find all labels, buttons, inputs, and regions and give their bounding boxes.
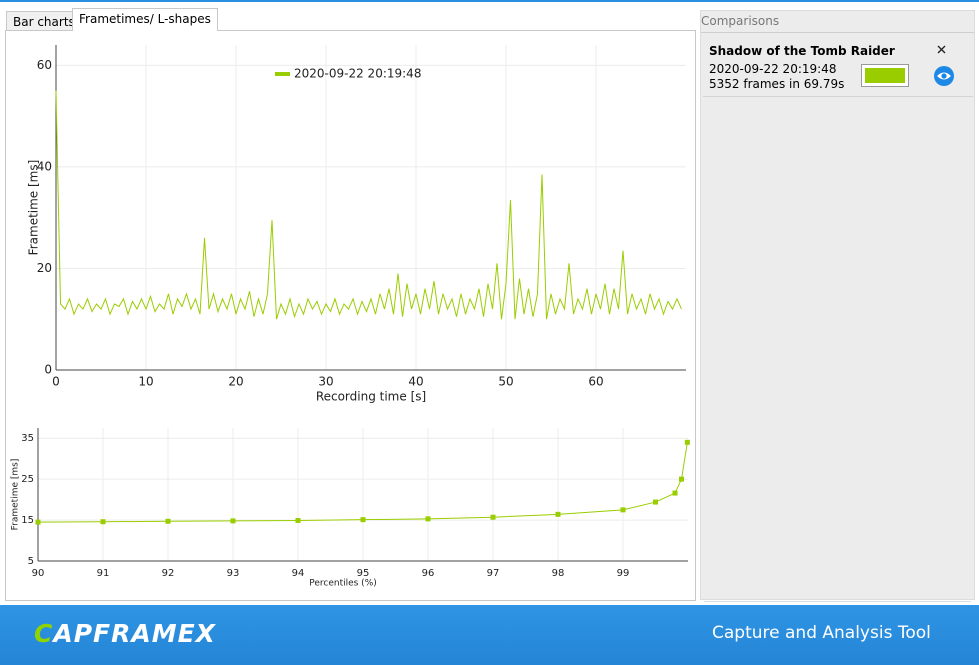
separator [704,601,971,602]
y-tick-label: 5 [28,556,34,567]
marker [679,476,684,482]
window-border [0,0,979,2]
marker [100,519,106,525]
x-tick-label: 91 [97,568,110,579]
marker [360,517,366,523]
x-tick-label: 60 [588,375,603,389]
chart-panel [5,30,696,601]
panel-title: Comparisons [701,14,780,28]
tab-active[interactable]: Frametimes/ L-shapes [72,8,218,31]
close-button[interactable] [935,43,949,57]
color-picker[interactable] [861,64,909,87]
logo: CAPFRAMEX [34,619,216,648]
marker [35,519,41,525]
comparisons-panel: Comparisons Shadow of the Tomb Raider 20… [700,10,975,600]
charts: 0 20 40 60 0 10 20 30 40 50 60 Recording time [s] Fr… [11,45,690,589]
tagline: Capture and Analysis Tool [712,623,931,643]
percentile-line [37,442,688,523]
record-summary: 5352 frames in 69.79s [709,77,845,91]
marker [684,439,690,445]
x-tick-label: 40 [408,375,423,389]
marker [490,514,496,520]
y-axis-title: Frametime [ms] [27,160,41,256]
marker [653,499,658,505]
y-tick-label: 15 [21,515,34,526]
x-tick-label: 98 [552,568,565,579]
x-tick-label: 99 [617,568,630,579]
x-axis-title: Recording time [s] [316,390,426,404]
marker [230,518,236,524]
comparison-card[interactable]: Shadow of the Tomb Raider 2020-09-22 20:… [703,35,973,97]
marker [555,511,561,517]
x-tick-label: 90 [32,568,45,579]
marker [672,490,678,496]
x-tick-label: 20 [228,375,243,389]
x-tick-label: 97 [487,568,500,579]
record-date: 2020-09-22 20:19:48 [709,62,837,76]
y-tick-label: 35 [21,433,34,444]
visibility-toggle[interactable] [933,65,955,87]
y-tick-label: 40 [37,159,52,173]
frametime-line [55,90,682,320]
x-tick-label: 96 [422,568,435,579]
x-tick-label: 95 [357,568,370,579]
marker [620,507,626,513]
tab[interactable]: Bar charts [6,11,82,31]
x-tick-label: 10 [138,375,153,389]
y-tick-label: 60 [37,58,52,72]
y-tick-label: 20 [37,261,52,275]
y-axis-title: Frametime [ms] [11,459,21,531]
legend-label: 2020-09-22 20:19:48 [294,67,421,81]
x-tick-label: 93 [227,568,240,579]
x-tick-label: 94 [292,568,305,579]
marker [165,518,171,524]
x-tick-label: 92 [162,568,175,579]
x-tick-label: 30 [318,375,333,389]
color-swatch [865,68,905,83]
x-tick-label: 0 [52,375,60,389]
marker [425,516,431,522]
y-tick-label: 25 [21,474,34,485]
footer: CAPFRAMEX Capture and Analysis Tool [0,605,979,665]
x-tick-label: 50 [498,375,513,389]
marker [295,517,301,523]
x-axis-title: Percentiles (%) [309,579,377,589]
y-tick-label: 0 [44,363,52,377]
game-title: Shadow of the Tomb Raider [709,44,895,58]
separator [701,32,974,33]
